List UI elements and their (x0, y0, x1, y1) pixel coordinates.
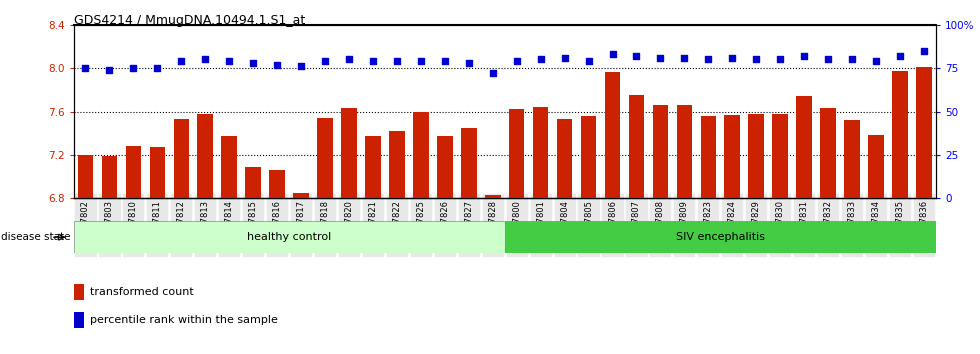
Point (461, 60, 476, 66)
Point (676, 55, 692, 61)
Bar (389, 131, 405, 198)
Bar (74, 313, 84, 329)
Point (628, 53, 644, 59)
Bar (102, 156, 118, 198)
Point (413, 58, 428, 64)
Bar (74, 284, 84, 300)
Point (581, 58, 597, 64)
Point (270, 62, 285, 68)
Point (509, 58, 524, 64)
Bar (581, 116, 596, 198)
Point (197, 57, 213, 62)
Bar (221, 136, 237, 198)
Point (892, 53, 907, 59)
Point (173, 58, 189, 64)
Bar (505, 221, 936, 253)
Bar (197, 114, 213, 198)
Bar (844, 120, 859, 198)
Bar (509, 109, 524, 198)
Bar (245, 167, 261, 198)
Text: GDS4214 / MmugDNA.10494.1.S1_at: GDS4214 / MmugDNA.10494.1.S1_at (74, 14, 305, 27)
Bar (77, 155, 93, 198)
Point (318, 58, 333, 64)
Bar (318, 118, 333, 198)
Bar (270, 170, 285, 198)
Point (820, 57, 836, 62)
Text: healthy control: healthy control (247, 232, 331, 242)
Point (437, 58, 453, 64)
Bar (557, 119, 572, 198)
Point (605, 51, 620, 57)
Bar (173, 119, 189, 198)
Text: percentile rank within the sample: percentile rank within the sample (90, 315, 277, 325)
Point (366, 58, 381, 64)
Bar (293, 193, 309, 198)
Bar (724, 115, 740, 198)
Bar (676, 105, 692, 198)
Bar (533, 107, 549, 198)
Point (341, 57, 357, 62)
Bar (868, 135, 884, 198)
Point (125, 65, 141, 71)
Bar (820, 108, 836, 198)
Point (749, 57, 764, 62)
Bar (366, 136, 380, 198)
Bar (413, 112, 428, 198)
Point (844, 57, 859, 62)
Point (150, 65, 166, 71)
Point (293, 64, 309, 69)
Point (916, 48, 932, 53)
Point (102, 67, 118, 73)
Bar (485, 195, 501, 198)
Point (557, 55, 572, 61)
Bar (150, 147, 165, 198)
Bar (437, 136, 453, 198)
Bar (916, 67, 932, 198)
Bar (461, 128, 476, 198)
Text: disease state: disease state (1, 232, 71, 242)
Bar (653, 105, 668, 198)
Point (533, 57, 549, 62)
Point (485, 70, 501, 76)
Bar (701, 116, 716, 198)
Point (653, 55, 668, 61)
Bar (749, 114, 764, 198)
Bar (892, 72, 907, 198)
Point (221, 58, 237, 64)
Bar (628, 95, 644, 198)
Bar (74, 221, 505, 253)
Bar (772, 114, 788, 198)
Bar (797, 96, 811, 198)
Point (868, 58, 884, 64)
Text: SIV encephalitis: SIV encephalitis (676, 232, 764, 242)
Bar (341, 108, 357, 198)
Point (797, 53, 812, 59)
Point (245, 60, 261, 66)
Point (389, 58, 405, 64)
Bar (125, 146, 141, 198)
Text: transformed count: transformed count (90, 287, 194, 297)
Point (77, 65, 93, 71)
Bar (605, 73, 620, 198)
Point (701, 57, 716, 62)
Point (772, 57, 788, 62)
Point (724, 55, 740, 61)
